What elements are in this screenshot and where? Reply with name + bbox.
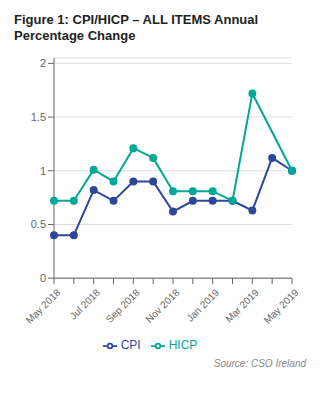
svg-text:1.5: 1.5 [31,111,46,123]
svg-text:Nov 2018: Nov 2018 [143,287,181,325]
svg-text:Sep 2018: Sep 2018 [104,287,142,325]
html-text:Source: CSO Ireland: Source: CSO Ireland [213,358,306,369]
svg-text:0.5: 0.5 [31,218,46,230]
svg-text:1: 1 [40,165,46,177]
html-text:Figure 1: CPI/HICP – ALL ITEMS: Figure 1: CPI/HICP – ALL ITEMS Annual [14,12,259,27]
svg-text:Mar 2019: Mar 2019 [223,287,261,325]
svg-text:Jul 2018: Jul 2018 [68,287,103,322]
svg-text:May 2019: May 2019 [262,287,301,326]
svg-text:Jan 2019: Jan 2019 [184,287,221,324]
svg-text:May 2018: May 2018 [24,287,63,326]
html-text:HICP: HICP [168,338,198,353]
svg-text:0: 0 [40,272,46,284]
svg-text:2: 2 [40,57,46,69]
html-text:CPI: CPI [120,338,141,353]
html-text:Percentage Change: Percentage Change [14,28,136,43]
